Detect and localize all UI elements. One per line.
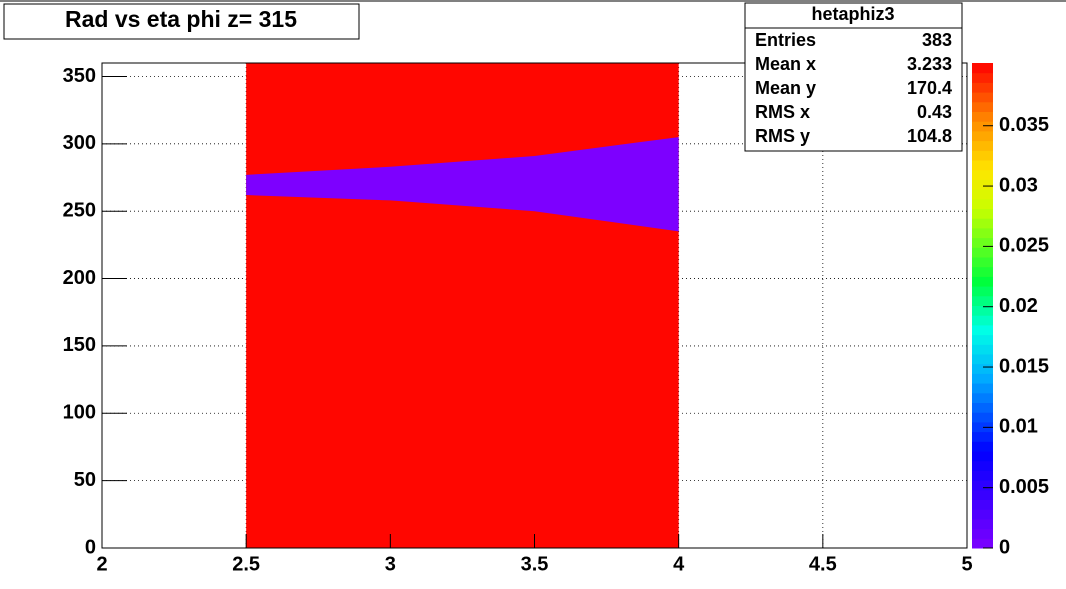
palette-step [972, 150, 993, 161]
x-tick-label: 4.5 [809, 553, 837, 575]
palette-step [972, 266, 993, 277]
y-tick-label: 100 [63, 402, 96, 424]
palette-step [972, 315, 993, 326]
filled-region [246, 63, 679, 548]
palette-step [972, 72, 993, 83]
stats-value: 383 [922, 30, 952, 50]
z-tick-label: 0.035 [999, 114, 1049, 136]
palette-step [972, 538, 993, 549]
x-tick-label: 5 [961, 553, 972, 575]
palette-step [972, 460, 993, 471]
stats-label: Mean x [755, 54, 816, 74]
x-tick-label: 2 [96, 553, 107, 575]
y-tick-label: 50 [74, 469, 96, 491]
palette-step [972, 286, 993, 297]
palette-step [972, 470, 993, 481]
palette-step [972, 140, 993, 151]
plot-area [101, 63, 968, 549]
y-tick-label: 150 [63, 334, 96, 356]
z-tick-label: 0.005 [999, 476, 1049, 498]
palette-step [972, 499, 993, 510]
palette-step [972, 421, 993, 433]
color-scale: 0 0.005 0.01 0.015 0.02 0.025 0.03 0.035 [972, 63, 1049, 558]
chart-title: Rad vs eta phi z= 315 [65, 6, 297, 32]
palette-step [972, 363, 993, 374]
z-tick-label: 0.015 [999, 355, 1049, 377]
stats-label: Mean y [755, 78, 816, 98]
palette-step [972, 179, 993, 190]
palette-step [972, 412, 993, 423]
stats-rows: Entries 383 Mean x 3.233 Mean y 170.4 RMS x 0.4… [755, 30, 952, 146]
palette-step [972, 218, 993, 229]
z-tick-label: 0.02 [999, 295, 1038, 317]
stats-title: hetaphiz3 [811, 4, 894, 24]
palette-step [972, 276, 993, 287]
palette-step [972, 198, 993, 209]
palette-step [972, 334, 993, 345]
palette-step [972, 237, 993, 248]
palette-step [972, 305, 993, 316]
palette-step [972, 518, 993, 530]
z-tick-label: 0.03 [999, 174, 1038, 196]
palette-step [972, 480, 993, 491]
palette-step [972, 101, 993, 112]
x-tick-label: 2.5 [232, 553, 260, 575]
stats-value: 170.4 [907, 78, 952, 98]
band-region [246, 137, 679, 232]
y-tick-label: 300 [63, 132, 96, 154]
x-tick-label: 3.5 [521, 553, 549, 575]
palette-step [972, 383, 993, 394]
palette-step [972, 92, 993, 103]
palette-step [972, 392, 993, 403]
z-tick-label: 0.025 [999, 235, 1049, 257]
y-tick-label: 350 [63, 65, 96, 87]
z-tick-label: 0 [999, 536, 1010, 558]
stats-label: RMS x [755, 102, 810, 122]
palette-step [972, 451, 993, 462]
palette-step [972, 509, 993, 520]
z-tick-label: 0.01 [999, 416, 1038, 438]
y-tick-label: 200 [63, 267, 96, 289]
palette-step [972, 189, 993, 200]
palette-step [972, 324, 993, 336]
palette-step [972, 63, 993, 74]
palette-step [972, 373, 993, 384]
title-box [3, 3, 360, 40]
palette-step [972, 431, 993, 442]
palette-step [972, 160, 993, 171]
x-tick-label: 3 [385, 553, 396, 575]
palette-step [972, 344, 993, 355]
palette-step [972, 354, 993, 365]
palette-step [972, 111, 993, 122]
palette-step [972, 441, 993, 452]
palette-step [972, 227, 993, 239]
stats-value: 0.43 [917, 102, 952, 122]
palette-step [972, 257, 993, 268]
stats-value: 104.8 [907, 126, 952, 146]
palette-step [972, 247, 993, 258]
stats-label: Entries [755, 30, 816, 50]
palette-step [972, 82, 993, 93]
palette-step [972, 528, 993, 539]
y-tick-label: 0 [85, 536, 96, 558]
palette-step [972, 402, 993, 413]
palette-step [972, 295, 993, 306]
palette-step [972, 169, 993, 180]
palette-step [972, 489, 993, 500]
palette-step [972, 130, 993, 142]
stats-value: 3.233 [907, 54, 952, 74]
palette-step [972, 121, 993, 132]
stats-label: RMS y [755, 126, 810, 146]
palette-step [972, 208, 993, 219]
y-tick-label: 250 [63, 199, 96, 221]
x-tick-label: 4 [673, 553, 685, 575]
